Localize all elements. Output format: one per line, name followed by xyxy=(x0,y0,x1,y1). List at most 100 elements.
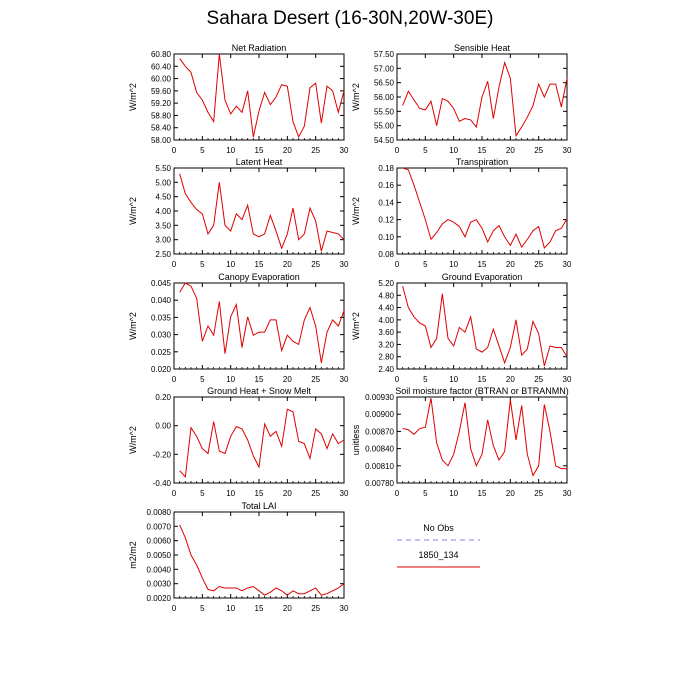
x-tick-label: 0 xyxy=(395,146,400,155)
x-tick-label: 20 xyxy=(506,489,515,498)
series-line xyxy=(402,60,568,138)
y-tick-label: 57.50 xyxy=(374,50,395,59)
y-tick-label: 55.00 xyxy=(374,122,395,131)
y-tick-label: 0.14 xyxy=(378,198,394,207)
y-axis-label: W/m^2 xyxy=(128,197,138,225)
x-tick-label: 10 xyxy=(226,604,235,613)
x-tick-label: 20 xyxy=(283,604,292,613)
y-tick-label: 5.00 xyxy=(155,178,171,187)
y-tick-label: 55.50 xyxy=(374,107,395,116)
y-tick-label: -0.20 xyxy=(153,450,172,459)
panel-title: Transpiration xyxy=(456,157,508,167)
y-tick-label: 3.60 xyxy=(378,328,394,337)
x-tick-label: 0 xyxy=(395,489,400,498)
figure-title: Sahara Desert (16-30N,20W-30E) xyxy=(206,8,494,29)
y-tick-label: 59.20 xyxy=(151,99,172,108)
legend-entry-label: 1850_134 xyxy=(418,550,458,560)
x-tick-label: 25 xyxy=(311,604,320,613)
x-tick-label: 15 xyxy=(255,260,264,269)
x-tick-label: 10 xyxy=(226,146,235,155)
series-line xyxy=(179,53,345,139)
panel-6: Ground Heat + Snow Melt W/m^2 0 5 10 15 20 25 30… xyxy=(128,386,349,498)
y-tick-label: 2.50 xyxy=(155,250,171,259)
legend-entry-label: No Obs xyxy=(423,523,454,533)
x-tick-label: 15 xyxy=(478,489,487,498)
y-tick-label: 0.00780 xyxy=(365,479,394,488)
x-tick-label: 0 xyxy=(172,146,177,155)
x-tick-label: 5 xyxy=(200,604,205,613)
y-tick-label: 3.00 xyxy=(155,236,171,245)
series-line xyxy=(402,167,568,249)
y-tick-label: 0.035 xyxy=(151,313,172,322)
x-tick-label: 25 xyxy=(534,489,543,498)
panel-title: Sensible Heat xyxy=(454,43,511,53)
x-tick-label: 20 xyxy=(506,260,515,269)
y-tick-label: 0.00840 xyxy=(365,445,394,454)
x-tick-label: 0 xyxy=(172,260,177,269)
y-tick-label: 0.0060 xyxy=(147,537,172,546)
y-tick-label: 0.00 xyxy=(155,422,171,431)
y-tick-label: 59.60 xyxy=(151,87,172,96)
x-tick-label: 20 xyxy=(506,146,515,155)
y-tick-label: -0.40 xyxy=(153,479,172,488)
y-axis-label: W/m^2 xyxy=(351,83,361,111)
y-tick-label: 4.00 xyxy=(378,316,394,325)
x-tick-label: 0 xyxy=(172,604,177,613)
y-tick-label: 56.00 xyxy=(374,93,395,102)
plot-frame xyxy=(173,511,345,599)
y-axis-label: W/m^2 xyxy=(128,312,138,340)
x-tick-label: 15 xyxy=(478,146,487,155)
x-tick-label: 0 xyxy=(395,375,400,384)
x-tick-label: 10 xyxy=(449,489,458,498)
panel-4: Canopy Evaporation W/m^2 0 5 10 15 20 25 30 0.020… xyxy=(128,272,349,384)
panel-3: Transpiration W/m^2 0 5 10 15 20 25 30 0.08 0.10 0.… xyxy=(351,157,572,269)
panel-2: Latent Heat W/m^2 0 5 10 15 20 25 30 2.50 3.00 3.50… xyxy=(128,157,349,269)
x-tick-label: 25 xyxy=(311,489,320,498)
y-tick-label: 3.20 xyxy=(378,340,394,349)
y-tick-label: 0.045 xyxy=(151,279,172,288)
y-tick-label: 0.18 xyxy=(378,164,394,173)
y-tick-label: 0.0020 xyxy=(147,594,172,603)
y-tick-label: 58.40 xyxy=(151,124,172,133)
x-tick-label: 15 xyxy=(478,375,487,384)
x-tick-label: 0 xyxy=(172,375,177,384)
x-tick-label: 30 xyxy=(563,375,572,384)
x-tick-label: 25 xyxy=(311,375,320,384)
y-tick-label: 0.040 xyxy=(151,296,172,305)
x-tick-label: 15 xyxy=(255,146,264,155)
y-tick-label: 0.00810 xyxy=(365,462,394,471)
x-tick-label: 20 xyxy=(283,375,292,384)
y-tick-label: 2.80 xyxy=(378,353,394,362)
x-tick-label: 5 xyxy=(423,260,428,269)
x-tick-label: 10 xyxy=(226,375,235,384)
x-tick-label: 10 xyxy=(449,375,458,384)
y-tick-label: 0.00900 xyxy=(365,410,394,419)
x-tick-label: 25 xyxy=(311,260,320,269)
panel-1: Sensible Heat W/m^2 0 5 10 15 20 25 30 54.50 55.00… xyxy=(351,43,572,155)
y-tick-label: 0.0050 xyxy=(147,551,172,560)
panel-title: Total LAI xyxy=(241,501,276,511)
y-tick-label: 0.16 xyxy=(378,181,394,190)
y-tick-label: 4.40 xyxy=(378,304,394,313)
x-tick-label: 30 xyxy=(563,260,572,269)
y-tick-label: 0.0080 xyxy=(147,508,172,517)
x-tick-label: 15 xyxy=(255,604,264,613)
y-tick-label: 0.030 xyxy=(151,331,172,340)
y-tick-label: 4.80 xyxy=(378,291,394,300)
y-tick-label: 54.50 xyxy=(374,136,395,145)
x-tick-label: 0 xyxy=(395,260,400,269)
y-tick-label: 0.020 xyxy=(151,365,172,374)
x-tick-label: 25 xyxy=(534,375,543,384)
y-tick-label: 4.00 xyxy=(155,207,171,216)
y-axis-label: W/m^2 xyxy=(351,197,361,225)
y-tick-label: 57.00 xyxy=(374,64,395,73)
y-tick-label: 0.00930 xyxy=(365,393,394,402)
panel-5: Ground Evaporation W/m^2 0 5 10 15 20 25 30 2.40 2… xyxy=(351,272,572,384)
y-tick-label: 5.50 xyxy=(155,164,171,173)
x-tick-label: 20 xyxy=(283,489,292,498)
y-tick-label: 0.10 xyxy=(378,233,394,242)
x-tick-label: 30 xyxy=(340,489,349,498)
x-tick-label: 25 xyxy=(311,146,320,155)
y-tick-label: 60.00 xyxy=(151,75,172,84)
